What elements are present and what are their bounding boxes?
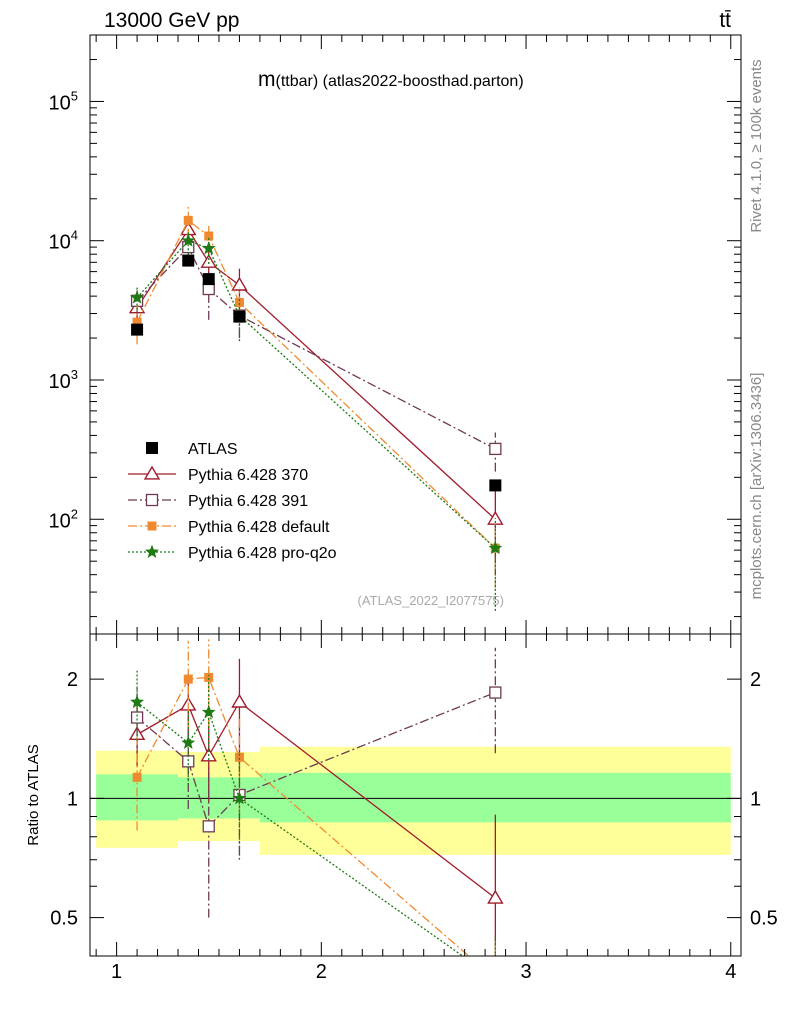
ratio-y-axis-label: Ratio to ATLAS: [25, 744, 42, 845]
energy-label: 13000 GeV pp: [104, 9, 239, 32]
legend-label: Pythia 6.428 default: [188, 519, 330, 536]
data-point: [200, 253, 217, 268]
data-point: [234, 298, 244, 308]
ratio-y-tick-label-right: 1: [750, 788, 761, 810]
y-tick-base: 10: [49, 232, 71, 254]
series-line: [136, 245, 496, 450]
data-point: [202, 273, 215, 286]
ratio-plot-frame: [89, 633, 742, 957]
main-series: [128, 206, 504, 611]
data-point: [182, 755, 195, 768]
legend-item: Pythia 6.428 pro-q2o: [128, 544, 337, 562]
legend-item: Pythia 6.428 391: [128, 493, 308, 510]
data-point: [183, 674, 193, 684]
ratio-bands: [96, 746, 731, 855]
ratio-panel: 0.5 0.5 1 1 2 2 1 2 3 4 Ratio to ATLAS: [25, 633, 778, 985]
y-tick-label: 103: [49, 367, 78, 393]
y-tick-label: 102: [49, 506, 78, 532]
data-point: [232, 791, 247, 805]
data-point: [201, 241, 216, 255]
ratio-y-tick-label-right: 0.5: [750, 908, 778, 930]
data-point: [489, 973, 501, 985]
y-tick-label: 105: [49, 88, 78, 114]
data-point: [487, 889, 504, 904]
main-panel: m(ttbar) (atlas2022-boosthad.parton) (AT…: [49, 34, 742, 635]
legend-marker: [147, 521, 157, 531]
y-tick-exponent: 2: [71, 506, 78, 521]
data-point: [489, 686, 502, 699]
legend-label: Pythia 6.428 391: [188, 493, 308, 510]
data-point: [489, 479, 502, 492]
main-plot-title: m(ttbar) (atlas2022-boosthad.parton): [258, 68, 524, 91]
x-tick-label: 1: [111, 961, 122, 983]
data-point: [204, 231, 214, 241]
data-point: [491, 975, 499, 983]
data-point: [181, 735, 196, 749]
legend-marker: [145, 493, 159, 507]
y-tick-base: 10: [49, 510, 71, 532]
ratio-pythia-6-428-pro-q2o: [130, 670, 501, 985]
data-point: [201, 704, 216, 719]
data-point: [231, 276, 248, 291]
ratio-tick-labels: 0.5 0.5 1 1 2 2 1 2 3 4: [50, 669, 778, 983]
main-ticks: [90, 34, 741, 634]
data-point: [130, 711, 144, 724]
watermark-label: (ATLAS_2022_I2077575): [358, 593, 504, 608]
main-pythia-6-428-391: [130, 234, 502, 472]
data-point: [488, 540, 503, 555]
legend-marker: [145, 544, 159, 558]
y-tick-base: 10: [49, 371, 71, 393]
ratio-pythia-6-428-default: [132, 639, 499, 983]
title-rest: (ttbar) (atlas2022-boosthad.parton): [276, 73, 524, 90]
legend-label: ATLAS: [188, 441, 238, 458]
legend-label: Pythia 6.428 pro-q2o: [188, 545, 337, 562]
mcplots-label: mcplots.cern.ch [arXiv:1306.3436]: [748, 373, 765, 600]
title-m-symbol: m: [258, 68, 276, 91]
data-point: [202, 282, 215, 296]
rivet-version-label: Rivet 4.1.0, ≥ 100k events: [748, 59, 765, 232]
legend-item: Pythia 6.428 default: [128, 519, 330, 536]
legend-marker: [143, 465, 161, 480]
data-point: [132, 772, 142, 782]
ratio-series: [128, 639, 504, 985]
legend-marker: [146, 442, 158, 454]
data-point: [130, 290, 145, 304]
ratio-ticks: [90, 634, 741, 957]
data-point: [131, 323, 144, 336]
y-tick-exponent: 3: [71, 367, 78, 382]
data-point: [130, 694, 145, 709]
data-point: [231, 693, 248, 708]
ratio-y-tick-label-right: 2: [750, 669, 761, 691]
x-tick-label: 2: [316, 961, 327, 983]
data-point: [182, 254, 195, 267]
data-point: [204, 672, 214, 682]
x-tick-label: 4: [725, 961, 736, 983]
legend-item: ATLAS: [146, 441, 238, 458]
data-point: [181, 233, 196, 247]
data-point: [202, 820, 215, 833]
ratio-y-tick-label: 1: [67, 788, 78, 810]
y-tick-label: 104: [49, 228, 78, 254]
y-tick-exponent: 5: [71, 88, 78, 103]
x-tick-label: 3: [520, 961, 531, 983]
main-atlas: [131, 254, 502, 492]
legend: ATLAS Pythia 6.428 370 Pythia 6.428 391 Pyt…: [128, 441, 337, 562]
data-point: [489, 442, 502, 456]
legend-label: Pythia 6.428 370: [188, 467, 308, 484]
data-point: [234, 752, 244, 762]
data-point: [183, 215, 193, 225]
legend-item: Pythia 6.428 370: [128, 465, 308, 484]
ratio-y-tick-label: 0.5: [50, 908, 78, 930]
data-point: [233, 310, 246, 323]
process-label: tt̄: [719, 9, 731, 32]
y-tick-base: 10: [49, 92, 71, 114]
ratio-y-tick-label: 2: [67, 669, 78, 691]
y-tick-exponent: 4: [71, 228, 78, 243]
inner-uncertainty-band: [259, 772, 731, 823]
